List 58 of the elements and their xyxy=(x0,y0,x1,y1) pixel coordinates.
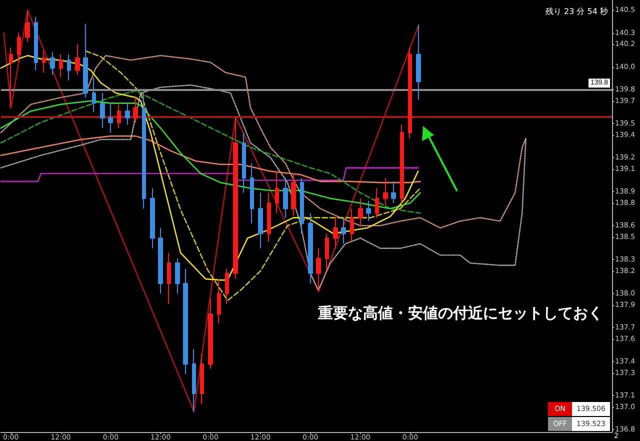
candlestick xyxy=(125,102,130,126)
candlestick xyxy=(183,268,188,375)
line-series xyxy=(0,54,419,281)
candlestick xyxy=(208,298,213,370)
candlestick xyxy=(200,353,204,404)
candlestick xyxy=(275,170,279,214)
candlestick xyxy=(242,132,246,194)
candlestick xyxy=(142,92,146,210)
candlestick xyxy=(83,23,88,98)
candlestick xyxy=(325,233,329,270)
candlestick xyxy=(117,104,121,129)
candlestick xyxy=(42,50,46,74)
candlestick xyxy=(375,188,379,218)
candlestick xyxy=(383,178,388,206)
line-series xyxy=(85,50,421,302)
candlestick xyxy=(400,124,404,204)
annotation: 残り 23 分 54 秒 xyxy=(545,6,608,17)
candlestick xyxy=(366,200,371,222)
candlestick xyxy=(391,180,396,204)
candlestick xyxy=(158,227,163,294)
candlestick xyxy=(75,44,80,76)
candlestick xyxy=(333,217,338,249)
candlestick xyxy=(250,162,254,224)
candlestick xyxy=(108,102,113,134)
candlestick xyxy=(316,248,321,292)
candlestick xyxy=(150,188,155,249)
candlestick xyxy=(291,172,296,216)
candlestick xyxy=(341,217,346,244)
candlestick xyxy=(258,192,263,249)
candlestick xyxy=(408,47,412,139)
line-series xyxy=(0,135,421,184)
candlestick xyxy=(350,208,354,242)
candlestick xyxy=(300,178,304,234)
candlestick xyxy=(67,54,71,82)
line-series xyxy=(0,167,419,182)
candlestick xyxy=(267,192,271,242)
candlestick xyxy=(416,24,421,100)
line-series xyxy=(0,84,527,291)
candlestick xyxy=(133,97,138,123)
candlestick xyxy=(217,278,221,324)
candlestick xyxy=(192,348,196,412)
candlestick xyxy=(59,54,63,78)
candlestick xyxy=(92,76,96,113)
candlestick xyxy=(233,116,238,280)
candlestick xyxy=(175,258,180,294)
candlestick xyxy=(167,252,171,304)
candlestick xyxy=(9,47,13,108)
candlestick xyxy=(100,92,105,129)
candlestick xyxy=(308,212,313,284)
candlestick xyxy=(358,198,363,226)
annotation: 重要な高値・安値の付近にセットしておく xyxy=(318,304,603,323)
candlestick xyxy=(283,178,288,218)
candlestick xyxy=(50,52,55,76)
line-series xyxy=(0,54,527,229)
candlestick xyxy=(25,10,30,42)
candlestick xyxy=(225,268,229,304)
candlestick xyxy=(34,16,38,71)
candlestick xyxy=(17,32,21,63)
